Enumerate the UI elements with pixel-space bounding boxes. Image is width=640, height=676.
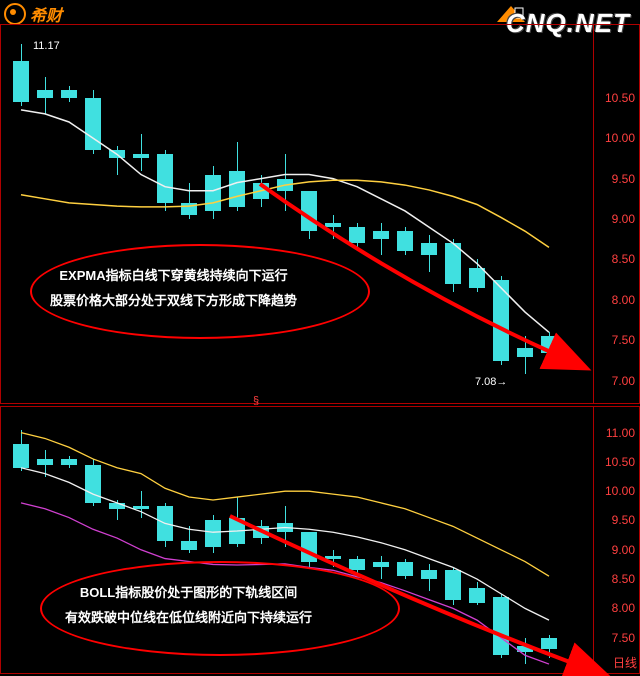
candle-wick [429,564,430,590]
candle-wick [549,635,550,658]
ytick: 11.00 [606,426,635,440]
candle-wick [549,332,550,364]
candle-wick [261,520,262,543]
candle-wick [189,526,190,552]
ytick: 10.00 [605,484,635,498]
ytick: 10.50 [605,455,635,469]
candle-wick [357,223,358,247]
candle-wick [309,191,310,240]
ytick: 7.50 [612,631,635,645]
ytick: 8.00 [612,293,635,307]
candle-wick [501,276,502,365]
chart-root: 希财 CNQ.NET 11.17 7.08→ § 10.5010.009.509… [0,0,640,676]
candle-wick [141,134,142,170]
candle-wick [429,235,430,271]
candle-wick [189,183,190,219]
candle-wick [117,500,118,521]
ytick: 8.00 [612,601,635,615]
candle-wick [477,259,478,291]
ytick: 9.00 [612,212,635,226]
ytick: 8.50 [612,252,635,266]
candle-wick [237,142,238,211]
candle-wick [237,497,238,547]
ytick: 9.50 [612,172,635,186]
candle-wick [381,223,382,255]
ytick: 10.50 [605,91,635,105]
logo-xicai: 希财 [4,2,62,26]
candle-wick [285,154,286,211]
yaxis-top: 10.50 10.00 9.50 9.00 8.50 8.00 7.50 7.00 [593,25,639,403]
ytick: 7.00 [612,374,635,388]
candle-wick [165,150,166,211]
candle-wick [333,550,334,568]
candle-wick [357,556,358,574]
xicai-icon [4,3,26,25]
annot2-line1: BOLL指标股价处于图形的下轨线区间 [65,581,312,606]
annotation-text-expma: EXPMA指标白线下穿黄线持续向下运行 股票价格大部分处于双线下方形成下降趋势 [50,264,297,313]
candle-wick [21,430,22,471]
candle-wick [381,556,382,579]
candle-wick [69,86,70,102]
candle-wick [141,491,142,517]
candle-wick [309,532,310,567]
candle-wick [117,146,118,174]
ytick: 9.50 [612,513,635,527]
ytick: 7.50 [612,333,635,347]
candle-wick [165,503,166,547]
ytick: 8.50 [612,572,635,586]
candle-wick [213,166,214,219]
timeframe-label: 日线 [613,654,637,671]
annot1-line1: EXPMA指标白线下穿黄线持续向下运行 [50,264,297,289]
annot2-line2: 有效跌破中位线在低位线附近向下持续运行 [65,606,312,631]
candle-wick [453,239,454,292]
candle-wick [93,459,94,506]
candle-wick [21,44,22,106]
candle-wick [501,594,502,658]
candle-wick [333,215,334,239]
annotation-text-boll: BOLL指标股价处于图形的下轨线区间 有效跌破中位线在低位线附近向下持续运行 [65,581,312,630]
ytick: 9.00 [612,543,635,557]
high-marker: 11.17 [33,40,60,52]
annot1-line2: 股票价格大部分处于双线下方形成下降趋势 [50,289,297,314]
candle-wick [69,456,70,468]
candle-wick [477,582,478,605]
ytick: 10.00 [605,131,635,145]
candle-wick [285,506,286,547]
candle-wick [405,559,406,580]
candle-wick [405,227,406,255]
candle-wick [261,175,262,207]
low-marker: 7.08→ [475,376,507,388]
candle-wick [45,450,46,476]
candle-wick [45,77,46,113]
candle-wick [525,336,526,374]
yaxis-bottom: 11.00 10.50 10.00 9.50 9.00 8.50 8.00 7.50 [593,407,639,673]
candle-wick [93,90,94,155]
plot-top: 11.17 7.08→ § [9,33,594,395]
candle-wick [525,638,526,664]
panel-expma: 11.17 7.08→ § 10.50 10.00 9.50 9.00 8.50 8.00… [0,24,640,404]
xicai-text: 希财 [30,2,62,26]
candle-wick [213,515,214,553]
candle-wick [453,567,454,605]
